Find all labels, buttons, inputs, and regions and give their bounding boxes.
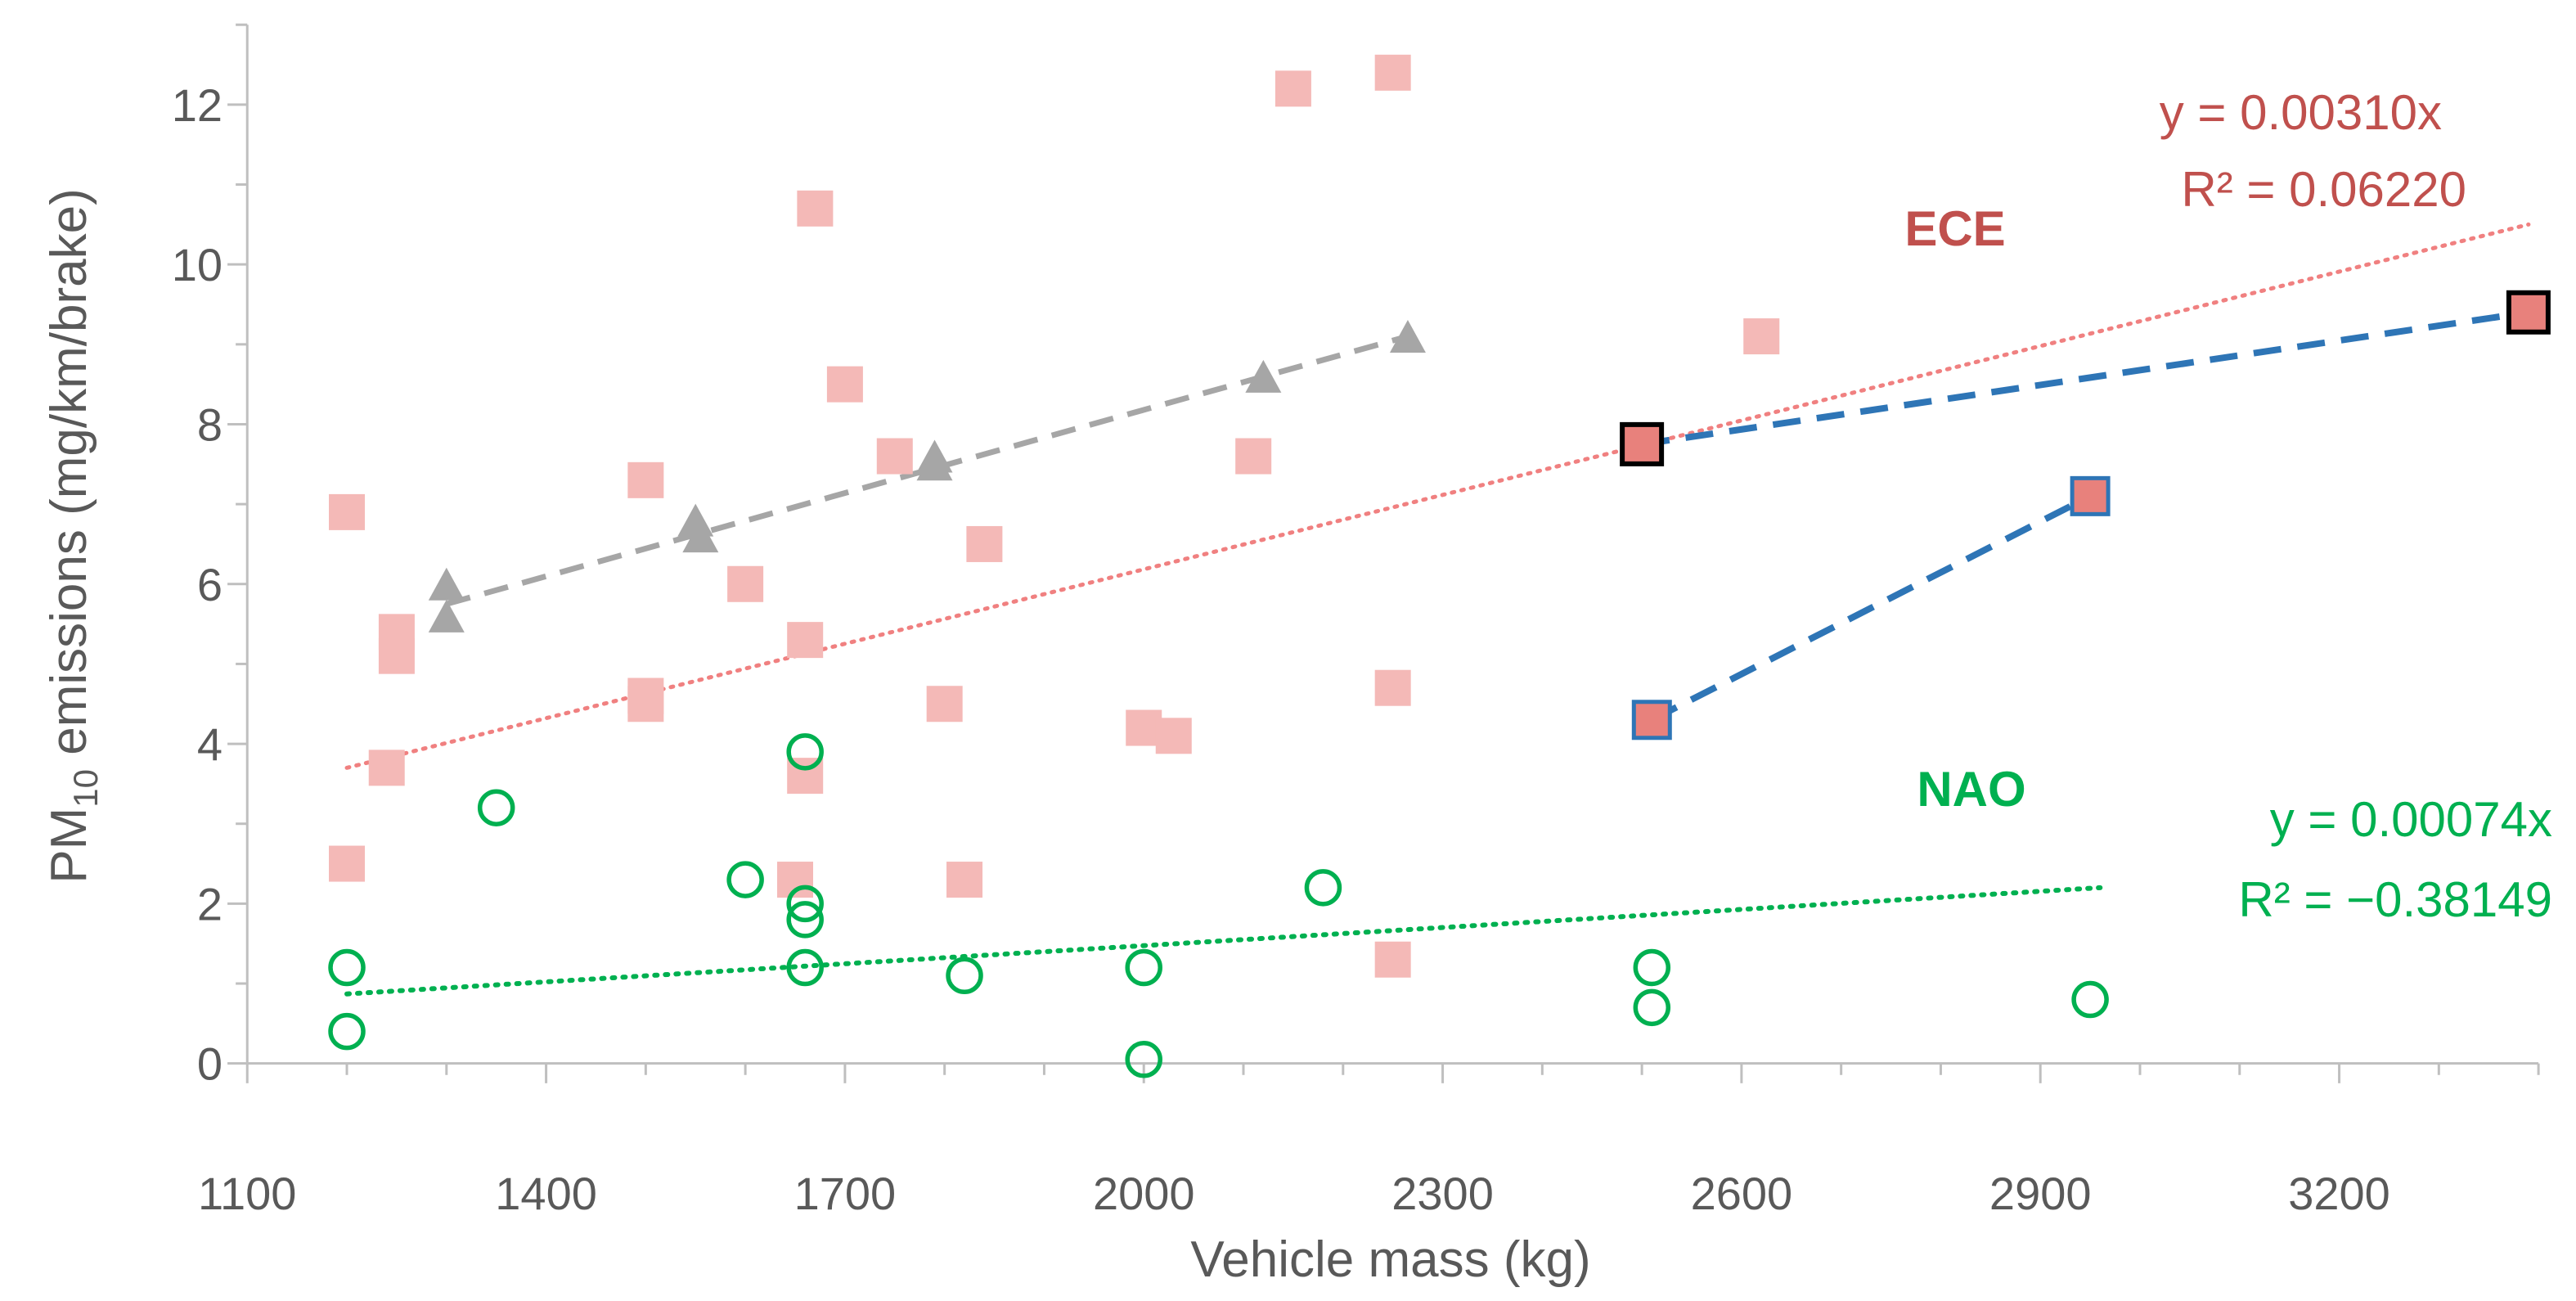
black-series-line <box>1641 308 2529 448</box>
y-axis-title-rest: emissions (mg/km/brake) <box>41 188 97 769</box>
nao-point <box>1633 988 1671 1027</box>
ece-trend-r2: R² = 0.06220 <box>2181 162 2466 217</box>
nao-point <box>328 948 366 987</box>
ece-point <box>329 845 366 882</box>
blue-series-line <box>1650 493 2092 723</box>
blue-point <box>2070 475 2111 516</box>
ece-trend-equation: y = 0.00310x <box>2160 85 2442 140</box>
nao-trend-equation: y = 0.00074x <box>2270 792 2552 847</box>
gray-point <box>428 567 465 601</box>
nao-point <box>1125 948 1162 987</box>
ece-point <box>378 637 415 674</box>
y-tick-label: 0 <box>197 1038 223 1090</box>
ece-point <box>1275 70 1311 107</box>
gray-point <box>1389 320 1426 353</box>
gray-series-line <box>445 333 1409 607</box>
nao-point <box>1304 869 1342 907</box>
nao-point <box>1633 948 1671 987</box>
nao-point <box>2071 980 2109 1019</box>
x-tick-label: 1400 <box>495 1168 597 1219</box>
blue-point <box>1631 700 1672 741</box>
ece-point <box>329 493 366 530</box>
ece-trendline <box>344 222 2531 770</box>
nao-point <box>328 1012 366 1051</box>
ece-point <box>1235 438 1272 475</box>
y-tick-label: 6 <box>197 559 223 610</box>
nao-point <box>477 789 515 826</box>
x-tick-label: 2600 <box>1691 1168 1793 1219</box>
x-axis-title: Vehicle mass (kg) <box>1190 1231 1590 1288</box>
ece-point <box>876 438 913 475</box>
ece-point <box>1743 318 1780 355</box>
y-axis-title-subscript: 10 <box>66 769 105 808</box>
y-tick-label: 12 <box>172 79 223 131</box>
trendlines-layer <box>344 222 2531 997</box>
ece-point <box>1374 941 1411 978</box>
ece-point <box>627 461 664 498</box>
ece-point <box>926 686 963 723</box>
black-point <box>2506 290 2551 335</box>
black-point <box>1620 421 1665 466</box>
gray-point <box>682 520 719 553</box>
ece-point <box>1374 54 1411 91</box>
ece-point <box>1374 669 1411 706</box>
y-axis-title: PM10 emissions (mg/km/brake) <box>41 188 105 883</box>
x-tick-label: 2300 <box>1391 1168 1494 1219</box>
gray-point <box>1245 359 1282 393</box>
nao-point <box>786 885 824 923</box>
y-tick-label: 2 <box>197 878 223 930</box>
ece-point <box>787 622 824 659</box>
x-tick-label: 1700 <box>794 1168 897 1219</box>
nao-point <box>786 948 824 987</box>
y-tick-label: 10 <box>172 239 223 290</box>
ece-point <box>797 190 834 227</box>
nao-trendline <box>344 885 2103 997</box>
y-tick-label: 8 <box>197 398 223 450</box>
nao-trend-r2: R² = −0.38149 <box>2238 872 2552 927</box>
nao-point <box>1125 1041 1162 1078</box>
nao-series-label: NAO <box>1917 762 2025 817</box>
labels-layer: ECE NAO y = 0.00310x R² = 0.06220 y = 0.… <box>41 85 2552 1288</box>
ece-point <box>727 565 764 602</box>
x-tick-label: 2000 <box>1093 1168 1195 1219</box>
x-tick-label: 1100 <box>198 1168 296 1219</box>
nao-point <box>726 861 764 898</box>
ece-point <box>627 686 664 723</box>
nao-point <box>946 957 983 995</box>
ece-point <box>368 750 405 786</box>
nao-point <box>786 733 824 771</box>
nao-point <box>786 901 824 939</box>
gray-point <box>428 599 465 632</box>
markers-layer <box>328 54 2551 1078</box>
gray-point <box>916 448 953 481</box>
axes-layer: 1100 1400 1700 2000 2300 2600 2900 3200 0 2 4 6 8 10 1… <box>172 23 2540 1219</box>
x-tick-label: 2900 <box>1989 1168 2092 1219</box>
ece-series-label: ECE <box>1904 201 2005 256</box>
ece-point <box>966 525 1003 562</box>
y-tick-label: 4 <box>197 718 223 770</box>
ece-point <box>826 366 863 403</box>
x-tick-label: 3200 <box>2288 1168 2390 1219</box>
ece-point <box>1155 718 1192 754</box>
y-axis-title-main: PM <box>41 808 97 884</box>
ece-point <box>946 862 983 898</box>
